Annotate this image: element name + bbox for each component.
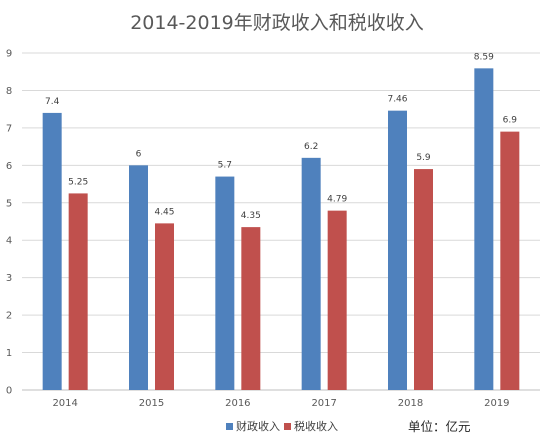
y-tick-label: 9 bbox=[6, 49, 12, 60]
data-label: 4.79 bbox=[327, 195, 347, 205]
chart-title: 2014-2019年财政收入和税收收入 bbox=[130, 12, 424, 34]
legend-label-1: 税收收入 bbox=[294, 419, 338, 433]
y-tick-label: 7 bbox=[6, 123, 12, 134]
y-tick-label: 1 bbox=[6, 348, 12, 359]
y-tick-label: 6 bbox=[6, 161, 12, 172]
y-tick-label: 5 bbox=[6, 198, 12, 209]
bar-tax-revenue-2019 bbox=[500, 131, 520, 390]
bar-tax-revenue-2015 bbox=[155, 223, 174, 390]
bar-tax-revenue-2016 bbox=[241, 227, 261, 390]
bar-fiscal-revenue-2018 bbox=[388, 110, 407, 391]
data-label: 6 bbox=[136, 149, 142, 159]
x-tick-label: 2017 bbox=[311, 398, 336, 409]
x-tick-label: 2019 bbox=[484, 398, 509, 409]
data-label: 5.25 bbox=[68, 177, 88, 187]
bar-fiscal-revenue-2015 bbox=[129, 165, 148, 390]
x-tick-label: 2014 bbox=[52, 398, 77, 409]
x-tick-label: 2015 bbox=[139, 398, 164, 409]
bar-fiscal-revenue-2017 bbox=[301, 157, 321, 390]
data-label: 4.35 bbox=[241, 211, 261, 221]
y-tick-label: 2 bbox=[6, 311, 12, 322]
legend-label-0: 财政收入 bbox=[236, 419, 280, 433]
y-tick-label: 3 bbox=[6, 273, 12, 284]
unit-note: 单位：亿元 bbox=[408, 419, 471, 434]
legend: 财政收入 税收收入 bbox=[226, 419, 338, 433]
bars bbox=[42, 68, 520, 391]
x-axis: 2014 2015 2016 2017 2018 2019 bbox=[52, 398, 509, 409]
bar-fiscal-revenue-2019 bbox=[474, 68, 494, 390]
legend-swatch-1 bbox=[284, 423, 291, 430]
data-labels: 7.4 5.25 6 4.45 5.7 4.35 6.2 4.79 7.46 5.9 8.59 6.9 bbox=[45, 52, 517, 221]
bar-tax-revenue-2017 bbox=[327, 210, 347, 390]
data-label: 8.59 bbox=[474, 52, 494, 62]
y-tick-label: 8 bbox=[6, 86, 12, 97]
data-label: 5.9 bbox=[416, 153, 431, 163]
data-label: 4.45 bbox=[154, 207, 174, 217]
bar-tax-revenue-2014 bbox=[68, 193, 88, 390]
x-tick-label: 2018 bbox=[398, 398, 423, 409]
data-label: 7.4 bbox=[45, 97, 60, 107]
y-tick-label: 0 bbox=[6, 386, 12, 397]
bar-fiscal-revenue-2016 bbox=[215, 176, 235, 390]
data-label: 7.46 bbox=[387, 95, 407, 105]
gridlines bbox=[22, 52, 540, 391]
bar-fiscal-revenue-2014 bbox=[42, 112, 62, 391]
x-tick-label: 2016 bbox=[225, 398, 250, 409]
data-label: 5.7 bbox=[218, 161, 232, 171]
data-label: 6.9 bbox=[503, 116, 518, 126]
legend-swatch-0 bbox=[226, 423, 233, 430]
y-axis: 0 1 2 3 4 5 6 7 8 9 bbox=[6, 49, 12, 397]
bar-tax-revenue-2018 bbox=[414, 169, 433, 390]
data-label: 6.2 bbox=[304, 142, 318, 152]
y-tick-label: 4 bbox=[6, 236, 12, 247]
